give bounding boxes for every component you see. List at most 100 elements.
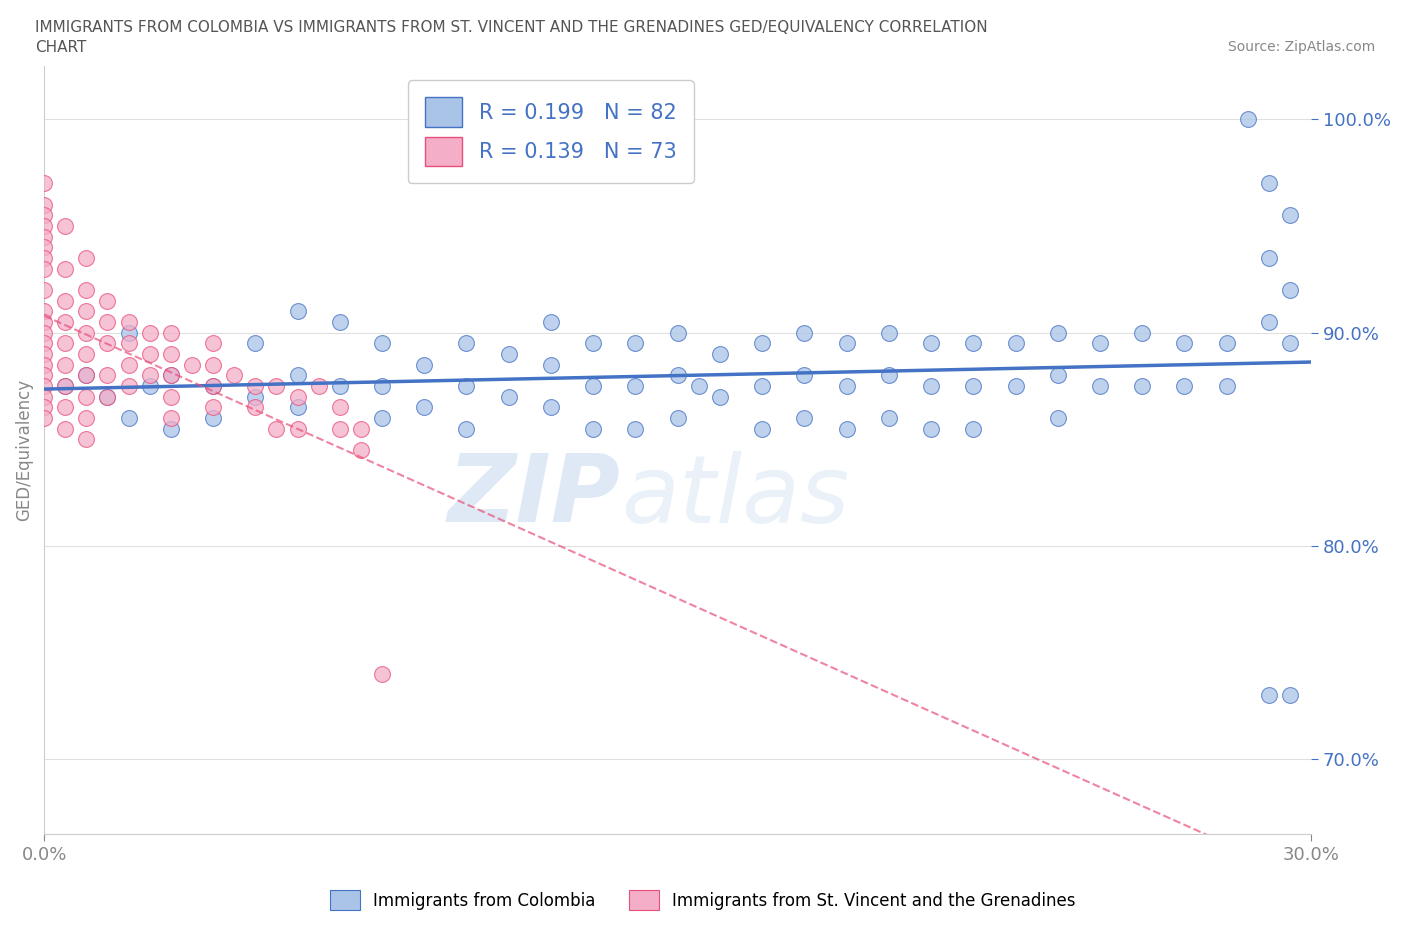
- Point: [75, 390, 97, 405]
- Point: [224, 368, 246, 383]
- Text: Source: ZipAtlas.com: Source: ZipAtlas.com: [1227, 40, 1375, 54]
- Point: [75, 283, 97, 298]
- Point: [413, 400, 436, 415]
- Point: [266, 421, 288, 436]
- Point: [245, 336, 267, 351]
- Point: [287, 390, 309, 405]
- Point: [266, 379, 288, 393]
- Point: [96, 368, 118, 383]
- Point: [32, 304, 55, 319]
- Point: [202, 336, 225, 351]
- Point: [793, 411, 815, 426]
- Point: [582, 379, 605, 393]
- Point: [75, 326, 97, 340]
- Point: [53, 421, 76, 436]
- Point: [688, 379, 710, 393]
- Point: [350, 421, 373, 436]
- Point: [835, 379, 858, 393]
- Point: [920, 379, 942, 393]
- Point: [32, 219, 55, 233]
- Point: [350, 443, 373, 458]
- Point: [245, 390, 267, 405]
- Point: [877, 368, 900, 383]
- Point: [1173, 336, 1195, 351]
- Point: [202, 357, 225, 372]
- Point: [32, 261, 55, 276]
- Point: [53, 400, 76, 415]
- Point: [329, 379, 352, 393]
- Point: [835, 336, 858, 351]
- Text: atlas: atlas: [620, 451, 849, 541]
- Point: [245, 379, 267, 393]
- Point: [1258, 314, 1281, 329]
- Point: [371, 667, 394, 682]
- Point: [1215, 336, 1237, 351]
- Point: [32, 176, 55, 191]
- Text: CHART: CHART: [35, 40, 87, 55]
- Point: [75, 251, 97, 266]
- Point: [1258, 251, 1281, 266]
- Point: [202, 411, 225, 426]
- Point: [159, 411, 181, 426]
- Point: [32, 336, 55, 351]
- Point: [1279, 208, 1302, 223]
- Point: [1279, 336, 1302, 351]
- Point: [624, 421, 647, 436]
- Point: [96, 390, 118, 405]
- Point: [117, 314, 139, 329]
- Point: [920, 336, 942, 351]
- Point: [53, 379, 76, 393]
- Point: [371, 411, 394, 426]
- Point: [962, 336, 984, 351]
- Point: [138, 379, 160, 393]
- Point: [456, 336, 478, 351]
- Point: [32, 400, 55, 415]
- Point: [456, 379, 478, 393]
- Point: [751, 421, 773, 436]
- Point: [751, 336, 773, 351]
- Point: [75, 347, 97, 362]
- Point: [1004, 379, 1026, 393]
- Point: [32, 411, 55, 426]
- Point: [1046, 368, 1069, 383]
- Point: [329, 421, 352, 436]
- Point: [1088, 379, 1111, 393]
- Point: [138, 326, 160, 340]
- Point: [1088, 336, 1111, 351]
- Point: [329, 400, 352, 415]
- Point: [117, 379, 139, 393]
- Point: [202, 379, 225, 393]
- Y-axis label: GED/Equivalency: GED/Equivalency: [15, 379, 32, 521]
- Point: [117, 357, 139, 372]
- Point: [53, 293, 76, 308]
- Point: [1215, 379, 1237, 393]
- Point: [1237, 112, 1260, 126]
- Point: [877, 411, 900, 426]
- Point: [117, 336, 139, 351]
- Point: [666, 326, 689, 340]
- Point: [117, 326, 139, 340]
- Point: [793, 326, 815, 340]
- Point: [329, 314, 352, 329]
- Point: [709, 347, 731, 362]
- Point: [1258, 176, 1281, 191]
- Point: [582, 336, 605, 351]
- Point: [53, 357, 76, 372]
- Point: [1046, 326, 1069, 340]
- Point: [117, 411, 139, 426]
- Point: [962, 379, 984, 393]
- Point: [202, 400, 225, 415]
- Point: [32, 347, 55, 362]
- Point: [32, 357, 55, 372]
- Point: [75, 304, 97, 319]
- Point: [540, 314, 562, 329]
- Point: [32, 368, 55, 383]
- Point: [32, 230, 55, 245]
- Point: [456, 421, 478, 436]
- Point: [53, 219, 76, 233]
- Point: [32, 379, 55, 393]
- Point: [1046, 411, 1069, 426]
- Legend: R = 0.199   N = 82, R = 0.139   N = 73: R = 0.199 N = 82, R = 0.139 N = 73: [408, 80, 693, 183]
- Point: [287, 368, 309, 383]
- Point: [96, 390, 118, 405]
